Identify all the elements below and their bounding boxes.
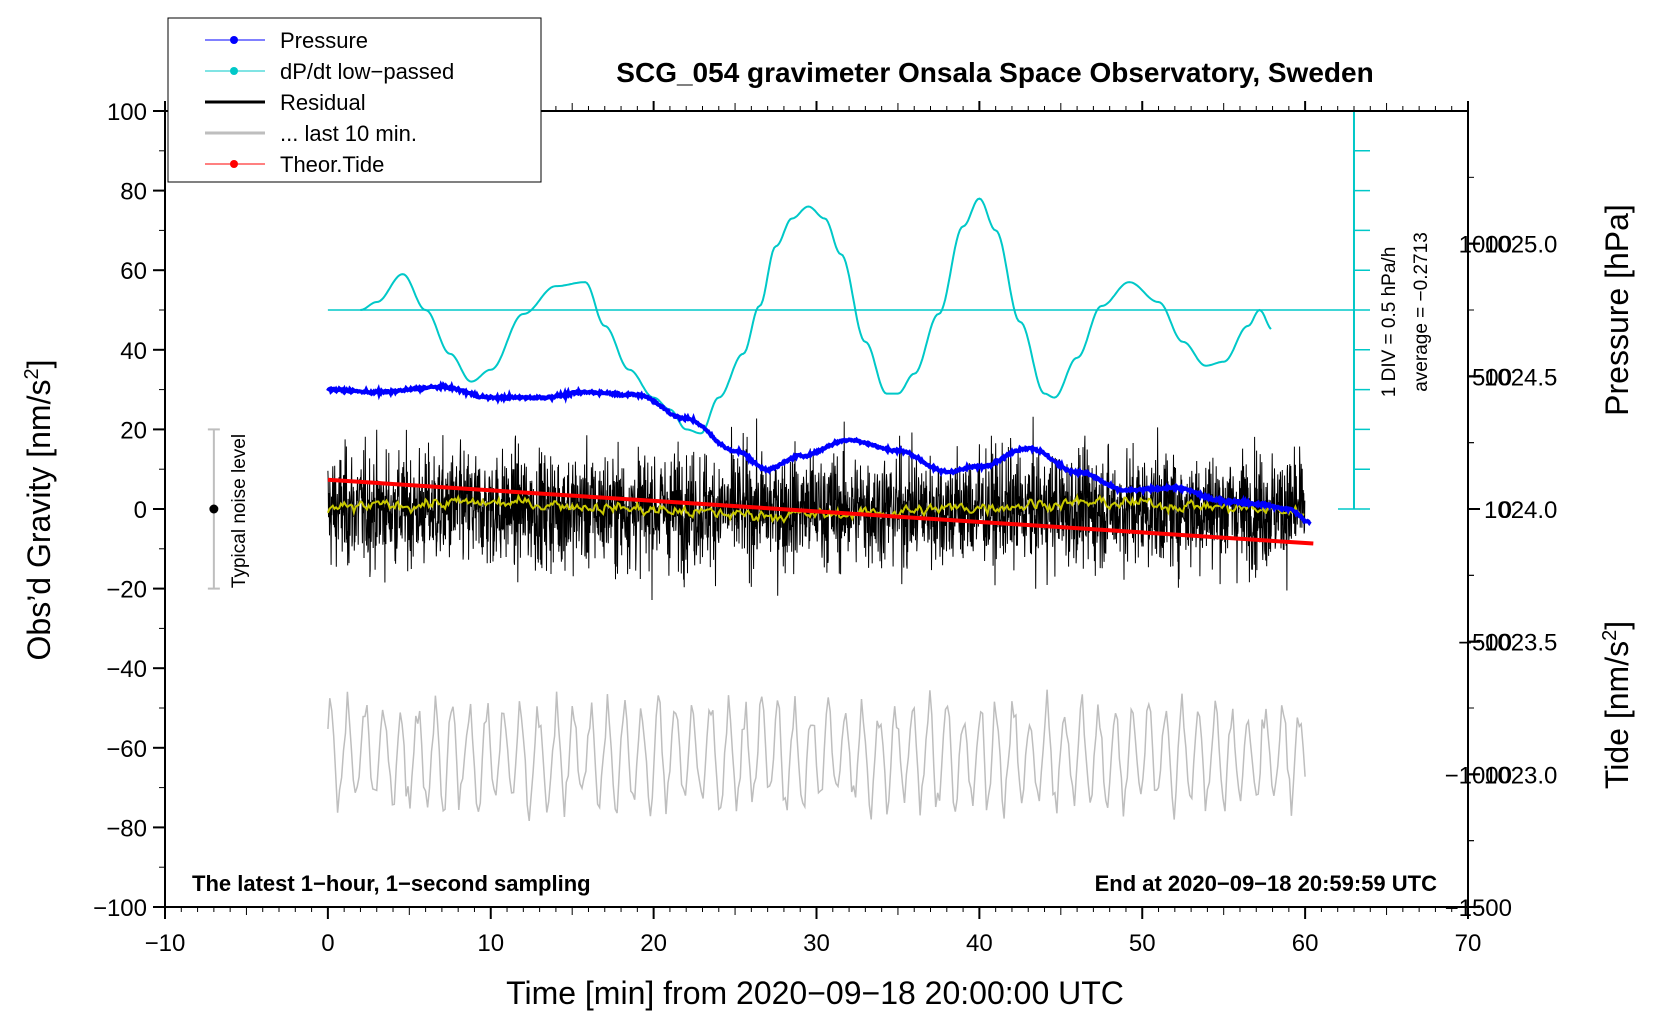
end-time-note: End at 2020−09−18 20:59:59 UTC <box>1095 871 1438 896</box>
y-axis-label-left-close: ] <box>21 360 57 369</box>
legend-label: Theor.Tide <box>280 152 384 177</box>
axes-frame: −10 0 10 20 30 40 50 60 70100806040200−20−40−60−… <box>93 99 1557 957</box>
legend-swatch-marker <box>230 67 238 75</box>
tide-tick-label: −500 <box>1458 630 1512 657</box>
y-tick-label: −100 <box>93 895 147 922</box>
x-tick-label: 0 <box>321 930 334 957</box>
y-axis-label-left: Obs’d Gravity [nm/s2] <box>21 360 57 661</box>
sampling-note: The latest 1−hour, 1−second sampling <box>192 871 591 896</box>
y-tick-label: −80 <box>106 815 147 842</box>
pressure-series-line <box>326 380 1312 527</box>
dpdt-series-line <box>360 197 1272 435</box>
x-tick-label: 30 <box>803 930 830 957</box>
chart-title: SCG_054 gravimeter Onsala Space Observat… <box>616 57 1373 88</box>
y-axis-label-tide: Tide [nm/s2] <box>1599 621 1635 789</box>
y-tick-label: −60 <box>106 736 147 763</box>
pressure-tick-label: 1023.0 <box>1484 762 1557 789</box>
x-tick-label: 10 <box>477 930 504 957</box>
series-layer <box>326 197 1354 821</box>
y-tick-label: 60 <box>120 258 147 285</box>
legend-label: Residual <box>280 90 366 115</box>
residual-series-line <box>327 416 1306 601</box>
y-tick-label: 100 <box>107 99 147 126</box>
noise-level-marker <box>207 428 220 590</box>
y-tick-label: 40 <box>120 338 147 365</box>
legend-label: dP/dt low−passed <box>280 59 454 84</box>
y-axis-label-tide-close: ] <box>1599 621 1635 630</box>
pressure-tick-label: 1024.0 <box>1484 497 1557 524</box>
y-axis-label-pressure: Pressure [hPa] <box>1599 204 1635 416</box>
x-tick-label: 40 <box>966 930 993 957</box>
pressure-tick-label: 1024.5 <box>1484 364 1557 391</box>
y-axis-label-left-sup: 2 <box>21 368 43 379</box>
x-tick-label: 20 <box>640 930 667 957</box>
residual-smoothed-line <box>326 492 1305 524</box>
noise-center-dot <box>209 504 219 514</box>
x-tick-label: 50 <box>1129 930 1156 957</box>
pressure-tick-label: 1025.0 <box>1484 232 1557 259</box>
tide-tick-label: 1000 <box>1459 232 1512 259</box>
legend-label: ... last 10 min. <box>280 121 417 146</box>
y-axis-label-tide-sup: 2 <box>1599 630 1621 641</box>
rate-scale-average-label: average = −0.2713 <box>1411 232 1432 392</box>
legend-swatch-marker <box>230 36 238 44</box>
y-axis-label-left-text: Obs’d Gravity [nm/s <box>21 380 57 661</box>
x-tick-label: 60 <box>1292 930 1319 957</box>
noise-level-label: Typical noise level <box>229 434 250 588</box>
legend-label: Pressure <box>280 28 368 53</box>
legend-box <box>167 17 542 183</box>
y-tick-label: −40 <box>106 656 147 683</box>
y-tick-label: 20 <box>120 417 147 444</box>
x-axis-label: Time [min] from 2020−09−18 20:00:00 UTC <box>506 975 1124 1011</box>
pressure-tick-label: 1023.5 <box>1484 630 1557 657</box>
y-tick-label: 0 <box>134 497 147 524</box>
tide-tick-label: −1000 <box>1445 762 1512 789</box>
tide-tick-label: 0 <box>1499 497 1512 524</box>
tide-series-line <box>327 477 1314 546</box>
y-tick-label: 80 <box>120 179 147 206</box>
x-tick-label: −10 <box>145 930 186 957</box>
rate-scale-div-label: 1 DIV = 0.5 hPa/h <box>1379 247 1400 398</box>
legend-swatch-marker <box>230 160 238 168</box>
y-tick-label: −20 <box>106 577 147 604</box>
x-tick-label: 70 <box>1455 930 1482 957</box>
last-10-min-series-line <box>327 689 1306 821</box>
legend: Pressure dP/dt low−passed Residual ... last… <box>167 17 542 183</box>
y-axis-label-tide-text: Tide [nm/s <box>1599 641 1635 789</box>
tide-tick-label: 500 <box>1472 364 1512 391</box>
tide-tick-label: −1500 <box>1445 895 1512 922</box>
